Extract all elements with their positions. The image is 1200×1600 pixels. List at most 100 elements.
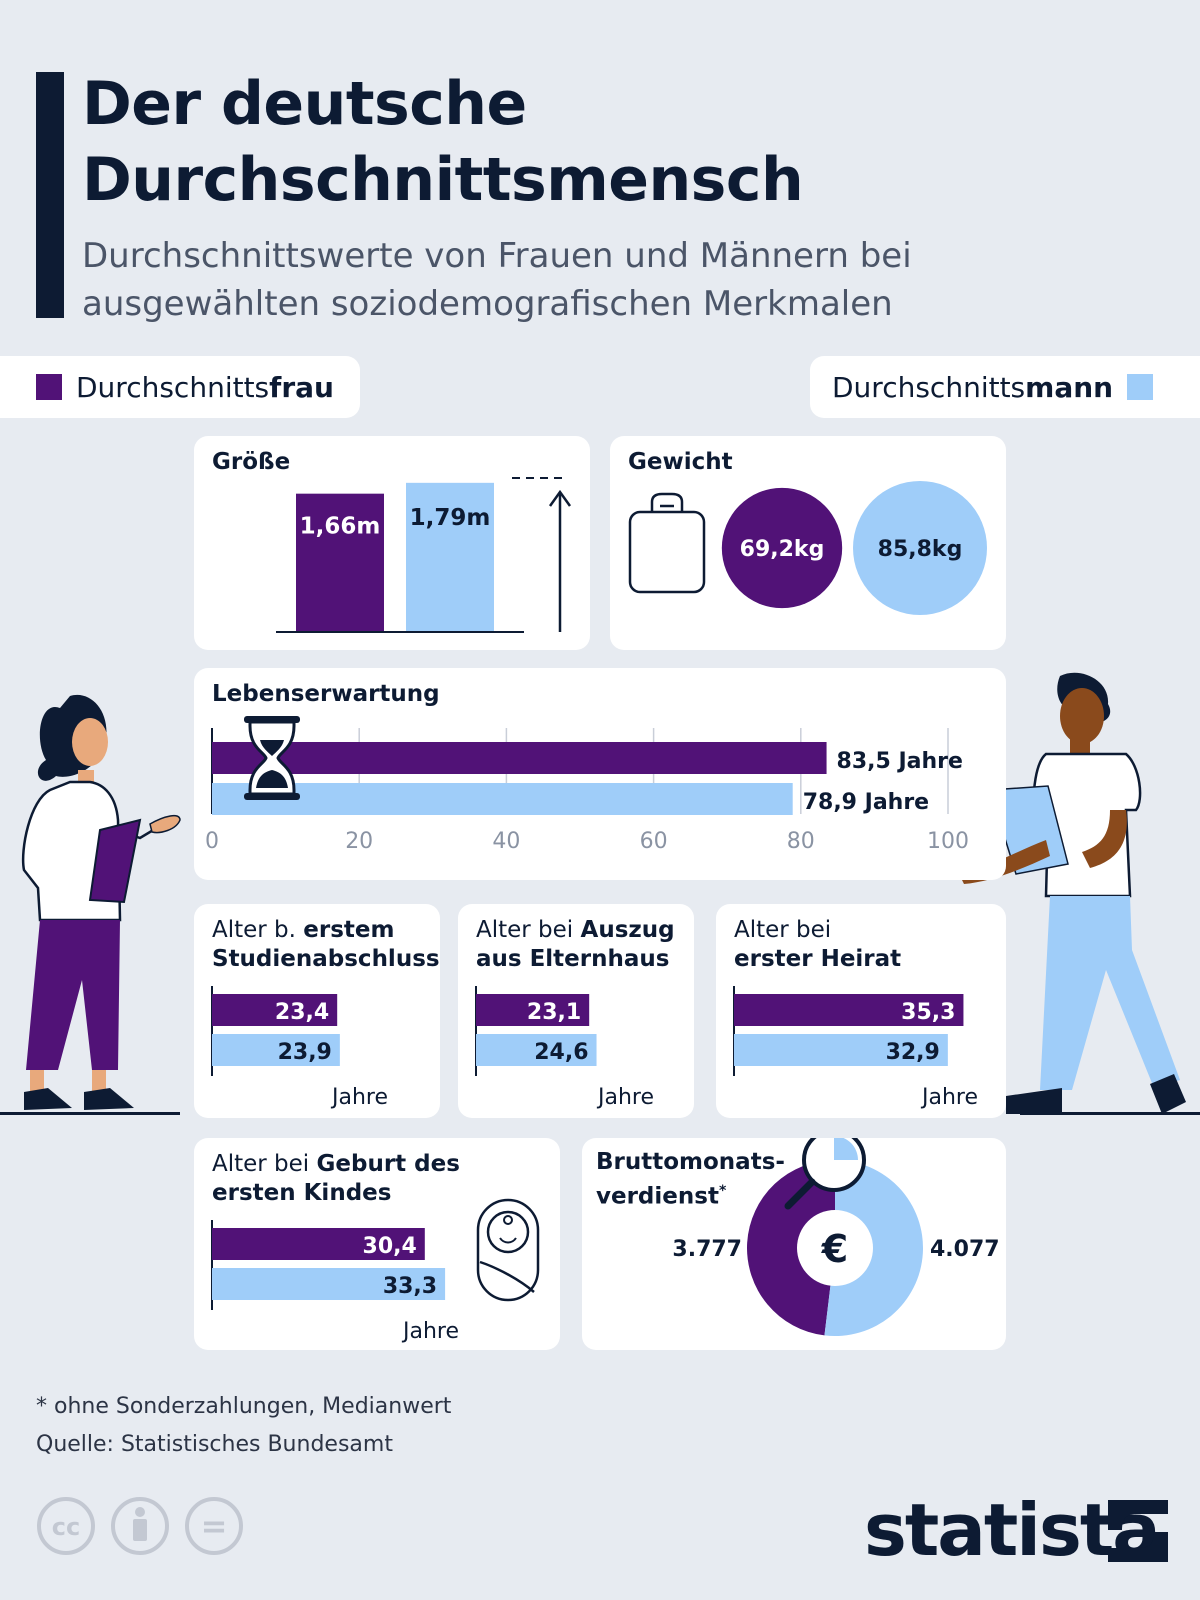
magnifier-icon [784,1138,866,1210]
marriage-chart: 35,3 32,9 Jahre [733,986,978,1110]
page-title: Der deutsche Durchschnittsmensch [82,66,1162,218]
title-accent-bar [36,72,64,318]
pie-slice-man [824,1160,923,1336]
pie-center [797,1210,873,1286]
life-title: Lebenserwartung [212,681,440,707]
statista-logo-icon [1108,1500,1168,1562]
legend-woman: Durchschnittsfrau [0,356,360,418]
income-title: Bruttomonats-verdienst* [596,1149,785,1210]
weight-chart: 69,2kg 85,8kg [628,481,987,615]
graduation-title: Alter b. erstem Studienabschluss [212,917,440,972]
legend-man: Durchschnittsmann [810,356,1200,418]
height-title: Größe [212,449,291,475]
bar-woman [212,994,338,1026]
legend-woman-swatch [36,374,62,400]
card-moving-out: Alter bei Auszug aus Elternhaus 23,1 24,6 J… [458,904,694,1118]
life-tick-label: 100 [927,829,969,854]
weight-circle-woman [721,487,843,609]
legend-woman-label: Durchschnittsfrau [76,370,334,404]
bar-man [476,1034,597,1066]
income-label-man: 4.077 [930,1237,1000,1262]
bar-label-man: 24,6 [534,1040,588,1065]
license-icons: cc = [37,1497,243,1555]
page-subtitle: Durchschnittswerte von Frauen und Männer… [82,232,1172,328]
income-label-woman: 3.777 [672,1237,742,1262]
life-tick-label: 0 [205,829,219,854]
pie-slice-woman [747,1160,835,1336]
legend-man-label: Durchschnittsmann [832,370,1114,404]
height-bar-woman [296,493,384,632]
bar-label-man: 23,9 [278,1040,332,1065]
bar-man [212,1268,446,1300]
hourglass-icon [244,716,300,800]
bar-unit-label: Jahre [330,1085,388,1110]
bar-unit-label: Jahre [596,1085,654,1110]
height-chart: 1,66m 1,79m [276,477,572,633]
weight-label-man: 85,8kg [878,537,963,562]
height-bar-man [406,482,494,632]
first-child-title: Alter bei Geburt des ersten Kindes [212,1151,460,1206]
bar-unit-label: Jahre [401,1319,459,1344]
life-bar-woman [212,742,827,774]
first-child-chart: 30,4 33,3 Jahre [211,1220,459,1344]
source: Quelle: Statistisches Bundesamt [36,1432,393,1457]
footnote: * ohne Sonderzahlungen, Medianwert [36,1394,452,1419]
life-tick-label: 80 [787,829,815,854]
bar-man [212,1034,340,1066]
bar-man [734,1034,948,1066]
woman-illustration [21,694,181,1110]
height-label-woman: 1,66m [300,514,381,540]
bar-label-woman: 23,1 [527,1000,581,1025]
cc-icon: cc [37,1497,95,1555]
bar-label-woman: 35,3 [901,1000,955,1025]
weight-label-woman: 69,2kg [740,537,825,562]
nd-icon: = [185,1497,243,1555]
life-tick-label: 20 [345,829,373,854]
bar-label-woman: 23,4 [275,1000,329,1025]
card-height: Größe 1,66m 1,79m [194,436,590,650]
life-tick-label: 40 [492,829,520,854]
bar-woman [212,1228,425,1260]
title-line-1: Der deutsche [82,69,527,139]
by-icon [111,1497,169,1555]
bar-woman [476,994,590,1026]
woman-floor-line [0,1112,180,1115]
bar-unit-label: Jahre [920,1085,978,1110]
bar-label-man: 32,9 [886,1040,940,1065]
marriage-title: Alter bei erster Heirat [734,917,902,972]
moving-out-chart: 23,1 24,6 Jahre [475,986,654,1110]
weight-circle-man [853,481,987,615]
hourglass-sand-bottom [256,770,288,788]
life-chart: 0 20 40 60 80 100 83,5 Jahre 78,9 Jahre [205,716,969,854]
moving-out-title: Alter bei Auszug aus Elternhaus [476,917,675,972]
title-line-2: Durchschnittsmensch [82,145,804,215]
graduation-chart: 23,4 23,9 Jahre [211,986,388,1110]
cc-icon-text: cc [52,1513,80,1541]
bar-woman [734,994,964,1026]
hourglass-bottom-cap [244,793,300,800]
card-graduation: Alter b. erstem Studienabschluss 23,4 23,9… [194,904,440,1118]
legend-man-swatch [1127,374,1154,400]
card-first-child: Alter bei Geburt des ersten Kindes 30,4 33… [194,1138,560,1350]
life-tick-label: 60 [640,829,668,854]
subtitle-line-2: ausgewählten soziodemografischen Merkmal… [82,284,893,324]
card-weight: Gewicht 69,2kg 85,8kg [610,436,1006,650]
life-bar-man [212,783,793,815]
subtitle-line-1: Durchschnittswerte von Frauen und Männer… [82,236,912,276]
nd-icon-text: = [201,1507,228,1545]
hourglass-top-cap [244,716,300,723]
income-chart: € 3.777 4.077 [672,1138,1000,1336]
life-label-man: 78,9 Jahre [803,790,929,815]
life-label-woman: 83,5 Jahre [837,749,963,774]
card-income: Bruttomonats-verdienst* € 3.777 4.077 [582,1138,1006,1350]
height-label-man: 1,79m [410,505,491,531]
bar-label-man: 33,3 [383,1274,437,1299]
bar-label-woman: 30,4 [363,1234,417,1259]
man-floor-line [1020,1112,1200,1115]
card-life-expectancy: Lebenserwartung 0 20 40 60 80 100 83,5 Jahre 78… [194,668,1006,880]
hourglass-sand-top [260,740,284,756]
baby-icon [476,1198,540,1302]
weight-title: Gewicht [628,449,733,475]
scale-icon [628,492,706,594]
euro-icon: € [821,1227,848,1271]
